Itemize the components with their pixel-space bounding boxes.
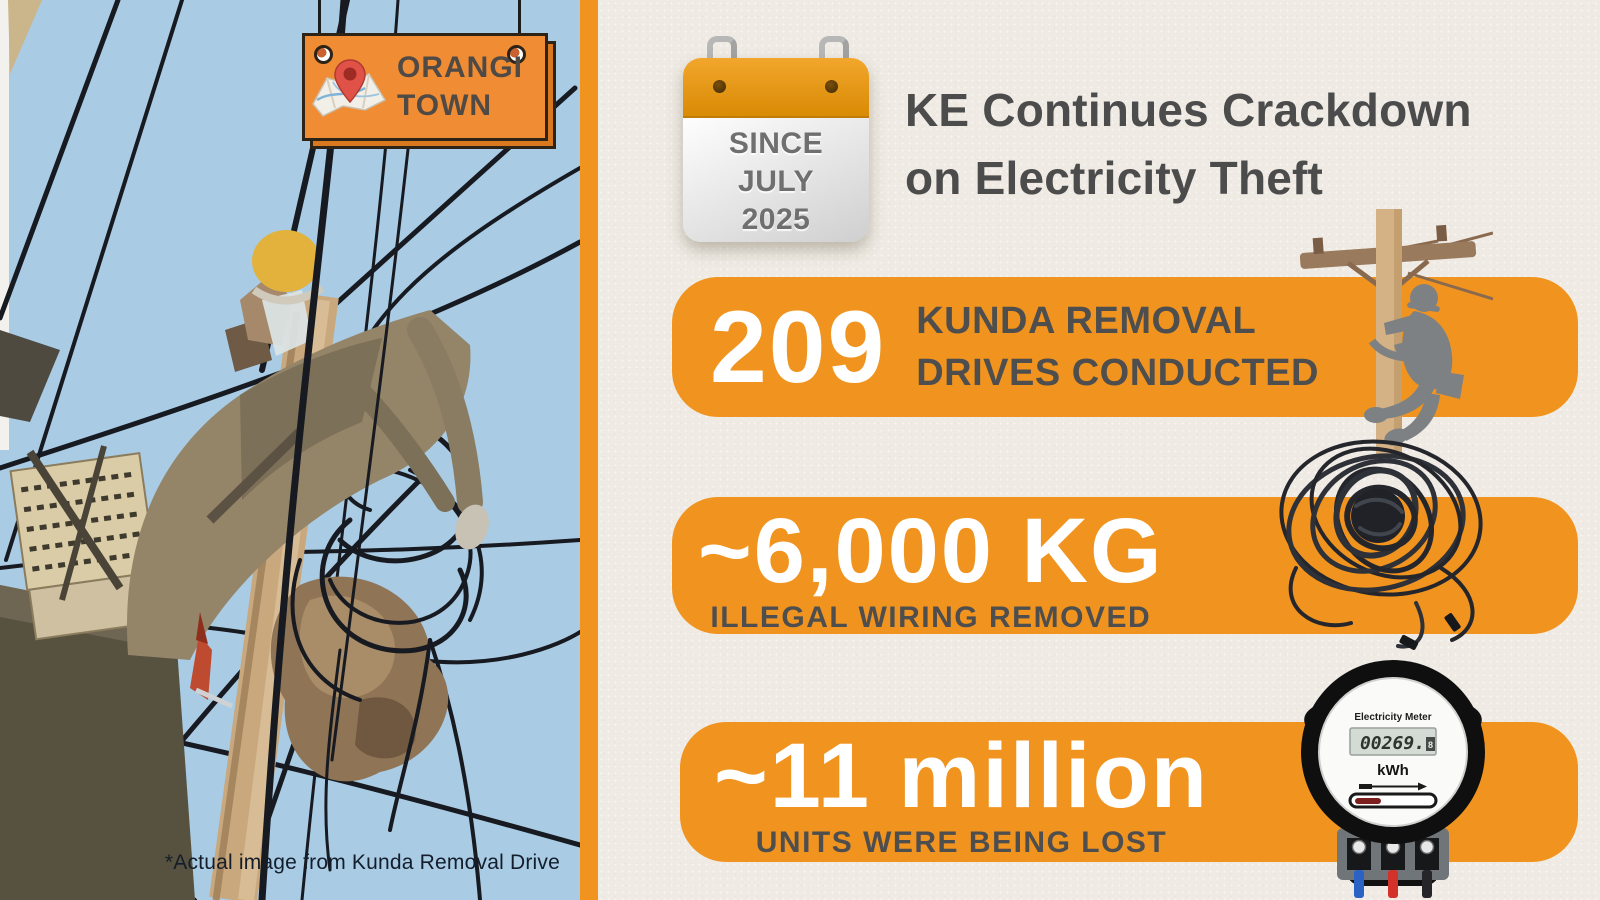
- photo-caption: *Actual image from Kunda Removal Drive: [164, 851, 560, 874]
- meter-title: Electricity Meter: [1354, 712, 1431, 723]
- calendar-hole-right: [825, 80, 838, 93]
- pole-debris: [270, 576, 449, 782]
- calendar-date: SINCE JULY 2025: [683, 125, 869, 239]
- yellow-hard-hat: [252, 230, 320, 292]
- calendar-line-3: 2025: [741, 203, 811, 236]
- meter-reading-decimal: 8: [1428, 740, 1433, 750]
- orange-divider-stripe: [580, 0, 598, 900]
- calendar-hole-left: [713, 80, 726, 93]
- sign-grommet-right: [507, 45, 526, 64]
- lineman-on-pole-icon: [1299, 209, 1493, 455]
- photo-kunda-removal-drive: *Actual image from Kunda Removal Drive: [0, 0, 580, 900]
- stat-value-drives: 209: [710, 290, 887, 404]
- page-title: KE Continues Crackdown on Electricity Th…: [905, 76, 1472, 212]
- calendar-line-1: SINCE: [728, 127, 824, 160]
- sign-wire-left: [318, 0, 321, 52]
- calendar-icon: SINCE JULY 2025: [683, 36, 869, 244]
- tangled-wire-bundle-icon: [1279, 439, 1483, 650]
- stats-panel: SINCE JULY 2025 KE Continues Crackdown o…: [598, 0, 1600, 900]
- calendar-body: SINCE JULY 2025: [683, 58, 869, 242]
- red-tipped-tool: [190, 612, 234, 709]
- stat-banner-wiring-removed: ~6,000 KG ILLEGAL WIRING REMOVED: [672, 497, 1578, 634]
- sign-plate: ORANGI TOWN: [302, 33, 548, 141]
- stat-label-units: UNITS WERE BEING LOST: [755, 826, 1168, 859]
- map-pin-icon: [312, 59, 387, 117]
- photo-illustration: [0, 0, 580, 900]
- sign-grommet-left: [314, 45, 333, 64]
- line-worker: [126, 230, 489, 660]
- sign-line-2: TOWN: [397, 89, 493, 122]
- calendar-line-2: JULY: [738, 165, 814, 198]
- page-title-line-2: on Electricity Theft: [905, 152, 1324, 204]
- electricity-meter-icon: Electricity Meter 00269. 8 kWh: [1301, 660, 1485, 898]
- page-title-line-1: KE Continues Crackdown: [905, 84, 1472, 136]
- location-sign: ORANGI TOWN: [296, 0, 566, 150]
- stat-value-wiring: ~6,000 KG: [698, 500, 1164, 602]
- sign-text: ORANGI TOWN: [397, 49, 523, 125]
- stat-label-drives-line-2: DRIVES CONDUCTED: [916, 352, 1319, 394]
- stat-label-drives: KUNDA REMOVAL DRIVES CONDUCTED: [916, 295, 1319, 399]
- stat-label-drives-line-1: KUNDA REMOVAL: [916, 300, 1257, 342]
- meter-unit: kWh: [1377, 762, 1409, 779]
- meter-reading: 00269.: [1360, 733, 1425, 754]
- stat-value-units: ~11 million: [714, 725, 1209, 827]
- sign-wire-right: [518, 0, 521, 52]
- stat-label-wiring: ILLEGAL WIRING REMOVED: [710, 601, 1152, 634]
- sign-line-1: ORANGI: [397, 51, 523, 84]
- meter-wires: [1354, 870, 1432, 898]
- calendar-header: [683, 58, 869, 118]
- lineman-figure: [1364, 284, 1464, 446]
